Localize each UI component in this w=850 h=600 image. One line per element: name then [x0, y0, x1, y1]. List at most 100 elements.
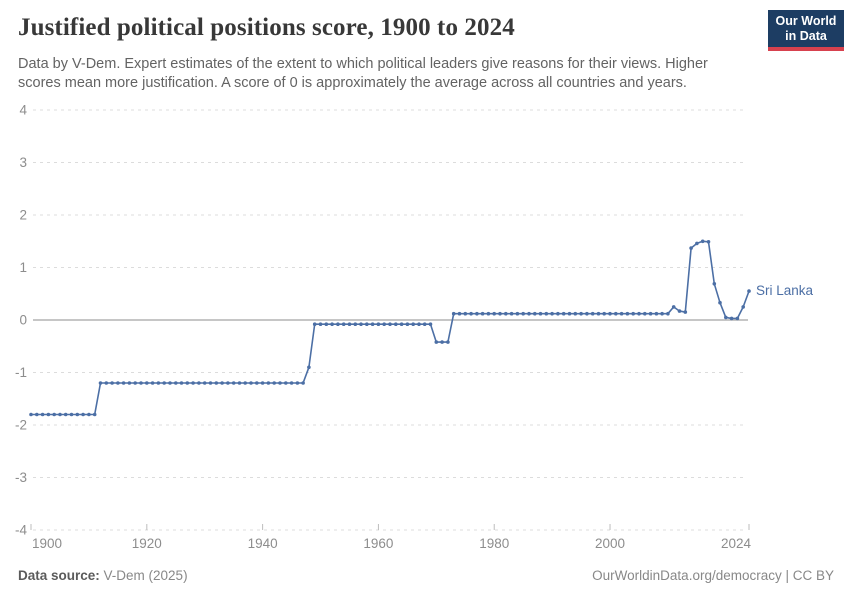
- series-point[interactable]: [81, 412, 85, 417]
- series-point[interactable]: [729, 316, 734, 321]
- series-point[interactable]: [579, 311, 583, 316]
- series-point[interactable]: [359, 322, 363, 327]
- series-point[interactable]: [521, 311, 525, 316]
- series-point[interactable]: [330, 322, 334, 327]
- series-point[interactable]: [202, 381, 207, 385]
- series-point[interactable]: [46, 412, 51, 417]
- series-point[interactable]: [162, 381, 166, 385]
- series-point[interactable]: [747, 289, 751, 293]
- series-point[interactable]: [284, 381, 288, 385]
- series-point[interactable]: [695, 241, 699, 246]
- series-point[interactable]: [509, 311, 514, 316]
- series-point[interactable]: [185, 381, 190, 385]
- series-point[interactable]: [556, 311, 560, 316]
- series-point[interactable]: [538, 311, 543, 316]
- series-point[interactable]: [683, 310, 688, 314]
- series-point[interactable]: [243, 381, 247, 385]
- series-point[interactable]: [347, 322, 352, 327]
- series-point[interactable]: [289, 381, 294, 385]
- series-point[interactable]: [602, 311, 606, 316]
- series-point[interactable]: [660, 311, 664, 316]
- series-point[interactable]: [394, 322, 398, 327]
- series-point[interactable]: [648, 311, 653, 316]
- series-point[interactable]: [266, 381, 271, 385]
- series-point[interactable]: [272, 381, 277, 385]
- series-point[interactable]: [69, 412, 74, 417]
- series-point[interactable]: [133, 381, 137, 385]
- series-point[interactable]: [307, 365, 311, 370]
- series-point[interactable]: [492, 311, 497, 316]
- series-point[interactable]: [63, 412, 68, 417]
- series-point[interactable]: [422, 322, 427, 327]
- series-point[interactable]: [718, 300, 722, 305]
- series-point[interactable]: [295, 381, 300, 385]
- series-point[interactable]: [637, 311, 641, 316]
- series-point[interactable]: [619, 311, 624, 316]
- series-point[interactable]: [446, 340, 450, 344]
- series-point[interactable]: [353, 322, 358, 327]
- series-point[interactable]: [585, 311, 589, 316]
- series-point[interactable]: [671, 305, 676, 309]
- series-point[interactable]: [249, 381, 253, 385]
- series-point[interactable]: [643, 311, 647, 316]
- series-point[interactable]: [92, 412, 97, 417]
- series-point[interactable]: [533, 311, 537, 316]
- series-point[interactable]: [417, 322, 421, 327]
- series-point[interactable]: [336, 322, 340, 327]
- series-point[interactable]: [434, 340, 439, 344]
- owid-license-link[interactable]: OurWorldinData.org/democracy | CC BY: [592, 568, 834, 583]
- series-point[interactable]: [544, 311, 549, 316]
- series-point[interactable]: [567, 311, 572, 316]
- series-point[interactable]: [741, 305, 745, 309]
- series-point[interactable]: [40, 412, 45, 417]
- series-point[interactable]: [724, 315, 728, 320]
- series-point[interactable]: [625, 311, 630, 316]
- series-point[interactable]: [168, 381, 172, 385]
- series-point[interactable]: [689, 246, 693, 250]
- series-point[interactable]: [515, 311, 520, 316]
- series-point[interactable]: [382, 322, 387, 327]
- series-point[interactable]: [237, 381, 242, 385]
- series-point[interactable]: [208, 381, 213, 385]
- series-point[interactable]: [104, 381, 109, 385]
- series-point[interactable]: [214, 381, 219, 385]
- series-point[interactable]: [324, 322, 329, 327]
- series-point[interactable]: [486, 311, 491, 316]
- series-point[interactable]: [451, 311, 456, 316]
- series-point[interactable]: [52, 412, 56, 417]
- series-point[interactable]: [197, 381, 201, 385]
- series-point[interactable]: [405, 322, 410, 327]
- series-point[interactable]: [150, 381, 155, 385]
- series-point[interactable]: [121, 381, 126, 385]
- series-point[interactable]: [156, 381, 161, 385]
- series-point[interactable]: [29, 412, 33, 417]
- series-point[interactable]: [654, 311, 659, 316]
- series-point[interactable]: [145, 381, 149, 385]
- series-point[interactable]: [301, 381, 305, 385]
- series-point[interactable]: [388, 322, 392, 327]
- series-point[interactable]: [457, 311, 462, 316]
- series-point[interactable]: [573, 311, 578, 316]
- series-point[interactable]: [376, 322, 381, 327]
- series-point[interactable]: [706, 240, 711, 244]
- series-point[interactable]: [614, 311, 618, 316]
- series-point[interactable]: [35, 412, 39, 417]
- series-point[interactable]: [411, 322, 416, 327]
- series-point[interactable]: [179, 381, 184, 385]
- series-point[interactable]: [341, 322, 346, 327]
- owid-logo[interactable]: Our World in Data: [768, 10, 844, 51]
- series-point[interactable]: [596, 311, 601, 316]
- series-point[interactable]: [58, 412, 62, 417]
- series-point[interactable]: [440, 340, 444, 344]
- series-point[interactable]: [110, 381, 114, 385]
- series-point[interactable]: [561, 311, 566, 316]
- series-point[interactable]: [608, 311, 612, 316]
- series-point[interactable]: [712, 282, 717, 286]
- series-point[interactable]: [666, 311, 670, 316]
- series-point[interactable]: [735, 316, 740, 321]
- series-point[interactable]: [370, 322, 375, 327]
- series-point[interactable]: [116, 381, 120, 385]
- series-point[interactable]: [498, 311, 502, 316]
- series-point[interactable]: [220, 381, 224, 385]
- series-point[interactable]: [469, 311, 473, 316]
